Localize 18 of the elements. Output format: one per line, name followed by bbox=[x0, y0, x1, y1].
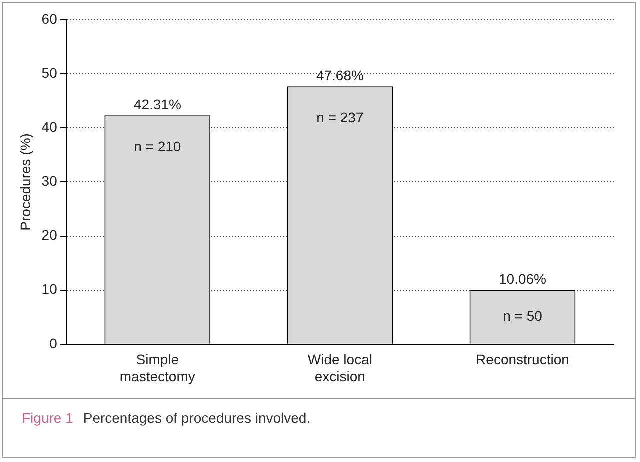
x-tick-label: Reconstruction bbox=[476, 352, 570, 368]
y-axis-title: Procedures (%) bbox=[17, 134, 34, 231]
annotation: n = 210 bbox=[134, 138, 182, 155]
x-tick-label: Simple mastectomy bbox=[120, 352, 196, 384]
data-label: 10.06% bbox=[498, 270, 546, 287]
y-tick-label: 30 bbox=[42, 173, 58, 190]
y-tick-label: 10 bbox=[42, 281, 58, 298]
data-label: 42.31% bbox=[134, 96, 182, 113]
y-tick-label: 20 bbox=[42, 227, 58, 244]
y-tick-label: 0 bbox=[50, 335, 58, 352]
y-tick-label: 60 bbox=[42, 10, 58, 27]
y-tick-label: 50 bbox=[42, 64, 58, 81]
annotation: n = 237 bbox=[316, 109, 364, 126]
data-label: 47.68% bbox=[316, 67, 364, 84]
caption: Figure 1 Percentages of procedures involved. bbox=[22, 410, 311, 426]
annotation: n = 50 bbox=[503, 308, 543, 324]
x-tick-label: Wide local excision bbox=[308, 352, 372, 384]
y-tick-label: 40 bbox=[42, 118, 58, 135]
